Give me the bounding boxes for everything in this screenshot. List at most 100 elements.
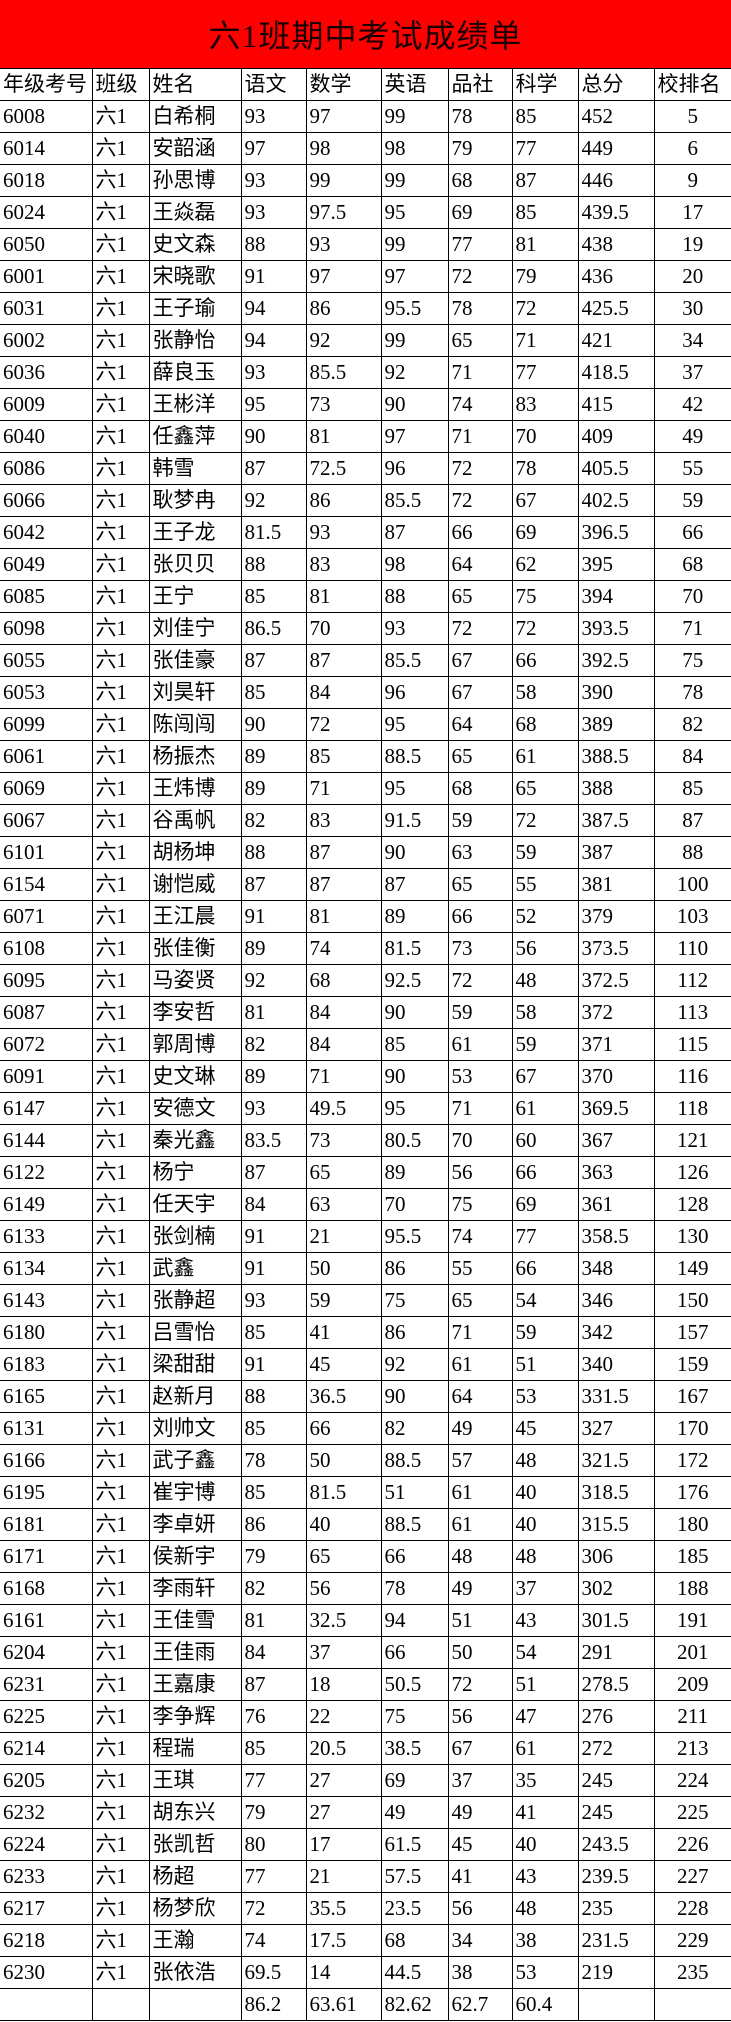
cell-science[interactable]: 61 <box>511 1732 579 1765</box>
cell-social[interactable]: 65 <box>447 740 513 773</box>
cell-exam-id[interactable]: 6161 <box>0 1604 93 1637</box>
cell-math[interactable]: 37 <box>305 1636 382 1669</box>
cell-exam-id[interactable]: 6217 <box>0 1892 93 1925</box>
cell-school-rank[interactable]: 180 <box>653 1508 731 1541</box>
cell-english[interactable]: 99 <box>380 228 449 261</box>
cell-total[interactable]: 396.5 <box>577 516 655 549</box>
cell-math[interactable]: 73 <box>305 388 382 421</box>
cell-total[interactable]: 439.5 <box>577 196 655 229</box>
cell-math[interactable]: 17.5 <box>305 1924 382 1957</box>
cell-class[interactable]: 六1 <box>91 740 150 773</box>
cell-english[interactable]: 80.5 <box>380 1124 449 1157</box>
cell-name[interactable]: 李雨轩 <box>148 1572 242 1605</box>
cell-exam-id[interactable]: 6069 <box>0 772 93 805</box>
cell-chinese[interactable]: 91 <box>240 1252 307 1285</box>
cell-social[interactable]: 34 <box>447 1924 513 1957</box>
cell-math[interactable]: 49.5 <box>305 1092 382 1125</box>
cell-science[interactable]: 69 <box>511 516 579 549</box>
cell-science[interactable]: 75 <box>511 580 579 613</box>
cell-name[interactable]: 杨振杰 <box>148 740 242 773</box>
cell-science[interactable]: 38 <box>511 1924 579 1957</box>
cell-school-rank[interactable]: 75 <box>653 644 731 677</box>
cell-english[interactable]: 90 <box>380 388 449 421</box>
cell-english[interactable]: 75 <box>380 1284 449 1317</box>
cell-math[interactable]: 63.61 <box>305 1988 382 2021</box>
cell-science[interactable]: 87 <box>511 164 579 197</box>
cell-total[interactable]: 219 <box>577 1956 655 1989</box>
cell-total[interactable]: 总分 <box>577 69 655 101</box>
cell-social[interactable]: 77 <box>447 228 513 261</box>
cell-school-rank[interactable]: 113 <box>653 996 731 1029</box>
cell-chinese[interactable]: 95 <box>240 388 307 421</box>
cell-science[interactable]: 60 <box>511 1124 579 1157</box>
cell-science[interactable]: 72 <box>511 612 579 645</box>
cell-exam-id[interactable]: 6165 <box>0 1380 93 1413</box>
cell-chinese[interactable]: 93 <box>240 1284 307 1317</box>
cell-total[interactable]: 436 <box>577 260 655 293</box>
cell-school-rank[interactable]: 188 <box>653 1572 731 1605</box>
cell-math[interactable]: 87 <box>305 868 382 901</box>
cell-exam-id[interactable]: 6067 <box>0 804 93 837</box>
cell-name[interactable]: 王瀚 <box>148 1924 242 1957</box>
cell-chinese[interactable]: 83.5 <box>240 1124 307 1157</box>
cell-exam-id[interactable]: 6122 <box>0 1156 93 1189</box>
cell-school-rank[interactable]: 118 <box>653 1092 731 1125</box>
cell-english[interactable]: 95 <box>380 196 449 229</box>
cell-social[interactable]: 56 <box>447 1700 513 1733</box>
cell-chinese[interactable]: 94 <box>240 292 307 325</box>
cell-math[interactable]: 36.5 <box>305 1380 382 1413</box>
cell-social[interactable]: 37 <box>447 1764 513 1797</box>
cell-social[interactable]: 72 <box>447 1668 513 1701</box>
cell-name[interactable]: 张佳豪 <box>148 644 242 677</box>
cell-name[interactable]: 李安哲 <box>148 996 242 1029</box>
cell-chinese[interactable]: 91 <box>240 1348 307 1381</box>
cell-english[interactable]: 66 <box>380 1636 449 1669</box>
cell-social[interactable]: 61 <box>447 1348 513 1381</box>
cell-exam-id[interactable]: 6049 <box>0 548 93 581</box>
cell-social[interactable]: 68 <box>447 164 513 197</box>
cell-total[interactable]: 318.5 <box>577 1476 655 1509</box>
cell-class[interactable]: 六1 <box>91 1476 150 1509</box>
cell-chinese[interactable]: 81.5 <box>240 516 307 549</box>
cell-math[interactable]: 87 <box>305 836 382 869</box>
cell-chinese[interactable]: 82 <box>240 1572 307 1605</box>
cell-exam-id[interactable]: 6171 <box>0 1540 93 1573</box>
cell-total[interactable]: 346 <box>577 1284 655 1317</box>
cell-social[interactable]: 67 <box>447 644 513 677</box>
cell-total[interactable]: 245 <box>577 1764 655 1797</box>
cell-class[interactable]: 六1 <box>91 1188 150 1221</box>
cell-school-rank[interactable]: 66 <box>653 516 731 549</box>
cell-math[interactable]: 50 <box>305 1252 382 1285</box>
cell-social[interactable]: 70 <box>447 1124 513 1157</box>
cell-math[interactable]: 27 <box>305 1796 382 1829</box>
cell-english[interactable]: 50.5 <box>380 1668 449 1701</box>
cell-chinese[interactable]: 85 <box>240 580 307 613</box>
cell-social[interactable]: 51 <box>447 1604 513 1637</box>
cell-chinese[interactable]: 89 <box>240 932 307 965</box>
cell-science[interactable]: 52 <box>511 900 579 933</box>
cell-science[interactable]: 48 <box>511 1444 579 1477</box>
cell-school-rank[interactable]: 201 <box>653 1636 731 1669</box>
cell-name[interactable]: 耿梦冉 <box>148 484 242 517</box>
cell-exam-id[interactable]: 6036 <box>0 356 93 389</box>
cell-school-rank[interactable]: 225 <box>653 1796 731 1829</box>
cell-science[interactable]: 40 <box>511 1508 579 1541</box>
cell-exam-id[interactable]: 6085 <box>0 580 93 613</box>
cell-math[interactable]: 50 <box>305 1444 382 1477</box>
cell-school-rank[interactable]: 224 <box>653 1764 731 1797</box>
cell-social[interactable]: 61 <box>447 1028 513 1061</box>
cell-science[interactable]: 59 <box>511 1028 579 1061</box>
cell-total[interactable]: 418.5 <box>577 356 655 389</box>
cell-math[interactable]: 97 <box>305 100 382 133</box>
cell-exam-id[interactable]: 6131 <box>0 1412 93 1445</box>
cell-total[interactable]: 321.5 <box>577 1444 655 1477</box>
cell-english[interactable]: 94 <box>380 1604 449 1637</box>
cell-exam-id[interactable]: 6071 <box>0 900 93 933</box>
cell-chinese[interactable]: 77 <box>240 1860 307 1893</box>
cell-class[interactable]: 六1 <box>91 1956 150 1989</box>
cell-name[interactable]: 王琪 <box>148 1764 242 1797</box>
cell-math[interactable]: 35.5 <box>305 1892 382 1925</box>
cell-english[interactable]: 61.5 <box>380 1828 449 1861</box>
cell-english[interactable]: 88 <box>380 580 449 613</box>
cell-class[interactable]: 六1 <box>91 132 150 165</box>
